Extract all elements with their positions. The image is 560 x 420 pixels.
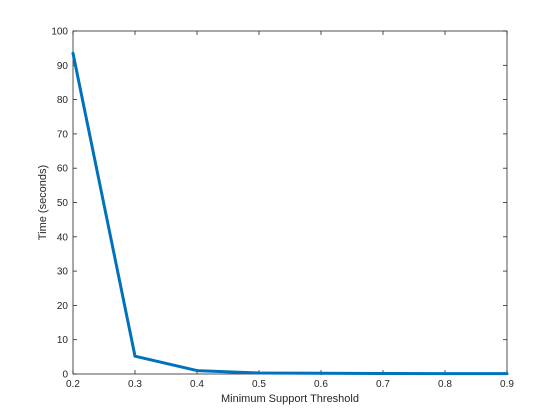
y-tick-label: 10 — [57, 335, 69, 346]
data-point — [319, 371, 323, 375]
x-tick-label: 0.9 — [500, 379, 514, 390]
data-point — [133, 354, 137, 358]
x-tick-label: 0.6 — [314, 379, 328, 390]
data-point — [71, 51, 75, 55]
x-tick-label: 0.7 — [376, 379, 390, 390]
y-tick-label: 90 — [57, 61, 69, 72]
data-point — [443, 372, 447, 376]
data-point — [195, 369, 199, 373]
plot-area — [72, 30, 508, 375]
y-axis-label: Time (seconds) — [37, 165, 49, 240]
x-tick-label: 0.2 — [66, 379, 80, 390]
x-tick-label: 0.8 — [438, 379, 452, 390]
data-point — [381, 371, 385, 375]
y-tick-label: 70 — [57, 129, 69, 140]
y-tick-label: 60 — [57, 164, 69, 175]
y-tick-label: 80 — [57, 95, 69, 106]
x-tick-label: 0.5 — [252, 379, 266, 390]
data-point — [505, 372, 509, 376]
x-axis-label: Minimum Support Threshold — [221, 393, 359, 405]
y-tick-label: 40 — [57, 232, 69, 243]
data-point — [257, 371, 261, 375]
y-tick-label: 100 — [51, 27, 68, 38]
y-tick-label: 50 — [57, 198, 69, 209]
y-tick-label: 20 — [57, 301, 69, 312]
x-tick-label: 0.3 — [128, 379, 142, 390]
y-tick-label: 30 — [57, 267, 69, 278]
y-tick-label: 0 — [62, 370, 68, 381]
x-tick-label: 0.4 — [190, 379, 204, 390]
series-layer — [71, 51, 509, 376]
series-line-0 — [71, 52, 508, 376]
